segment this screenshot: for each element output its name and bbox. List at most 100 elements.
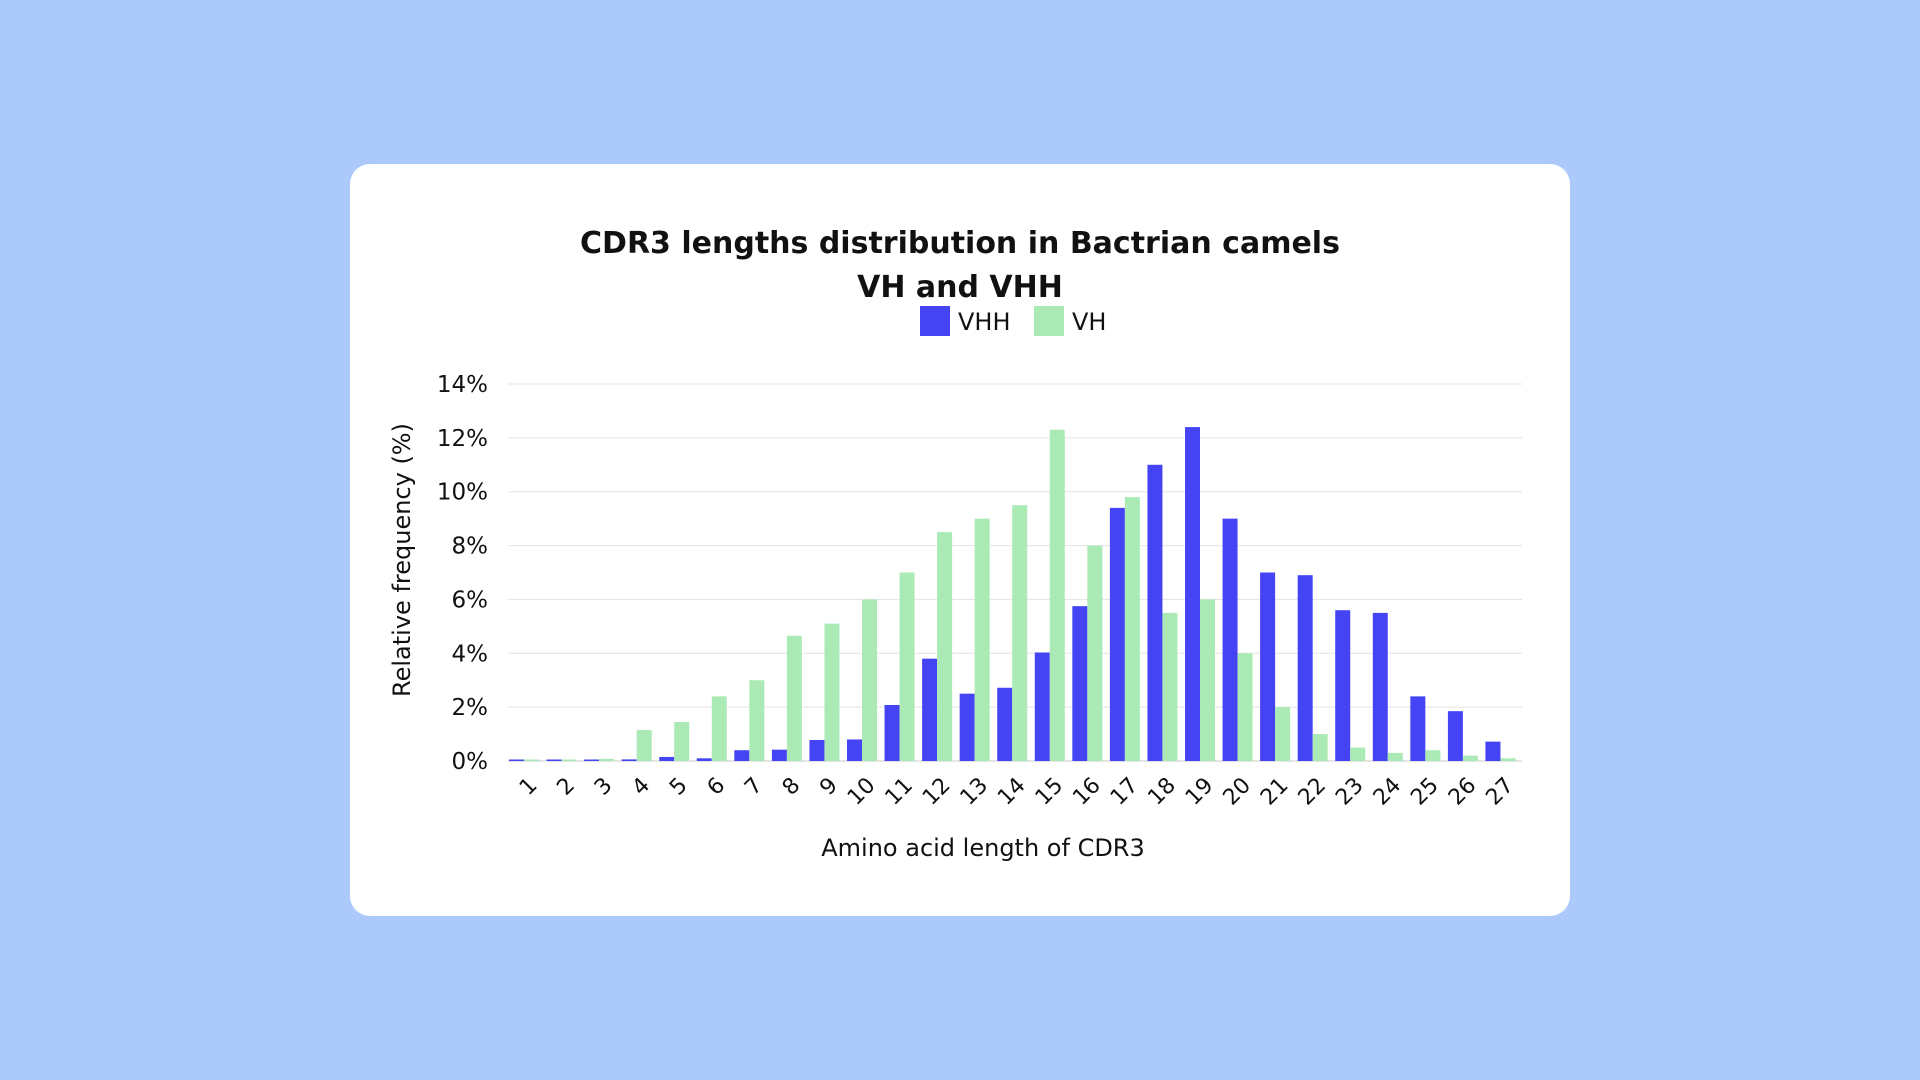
bar-vh-9 xyxy=(824,623,840,761)
x-tick-label: 19 xyxy=(1181,773,1218,810)
bar-vhh-19 xyxy=(1185,427,1200,761)
bar-vh-12 xyxy=(937,532,953,761)
bar-vh-7 xyxy=(749,680,765,761)
x-tick-label: 16 xyxy=(1068,773,1105,810)
bar-chart: 0%2%4%6%8%10%12%14% 1 2 3 4 5 6 7 8 9 10 11 12 13 14 1… xyxy=(388,306,1522,862)
bar-vh-8 xyxy=(786,635,802,761)
legend-swatch-vhh xyxy=(920,306,950,336)
bar-vhh-21 xyxy=(1260,572,1276,761)
bar-vhh-23 xyxy=(1335,610,1351,761)
y-tick-label: 6% xyxy=(452,587,489,613)
x-tick-label: 23 xyxy=(1331,773,1368,810)
y-tick-label: 14% xyxy=(437,372,488,398)
x-tick-label: 3 xyxy=(590,773,618,801)
x-tick-label: 12 xyxy=(918,773,955,810)
bar-vh-5 xyxy=(674,721,690,761)
x-tick-label: 4 xyxy=(628,773,656,801)
bar-vhh-24 xyxy=(1372,612,1388,761)
x-tick-label: 22 xyxy=(1294,773,1331,810)
x-tick-label: 13 xyxy=(956,773,993,810)
x-tick-label: 6 xyxy=(703,773,731,801)
x-axis-ticks: 1 2 3 4 5 6 7 8 9 10 11 12 13 14 15 16 17 18 19 20 21 22 23 24 2… xyxy=(515,773,1519,810)
bar-vhh-2 xyxy=(546,759,562,761)
x-tick-label: 10 xyxy=(843,773,880,810)
bar-vh-11 xyxy=(899,572,915,761)
bar-vh-1 xyxy=(524,759,539,761)
bar-vhh-18 xyxy=(1147,464,1163,761)
bar-vhh-4 xyxy=(621,759,637,761)
legend-label-vhh: VHH xyxy=(958,308,1011,336)
bar-vhh-6 xyxy=(696,758,712,761)
legend-swatch-vh xyxy=(1034,306,1064,336)
chart-title: CDR3 lengths distribution in Bactrian ca… xyxy=(580,226,1340,261)
bar-vhh-1 xyxy=(509,759,524,761)
bar-vh-3 xyxy=(599,758,615,761)
x-tick-label: 18 xyxy=(1143,773,1180,810)
x-tick-label: 15 xyxy=(1031,773,1068,810)
bar-vh-14 xyxy=(1012,505,1028,761)
bar-vhh-15 xyxy=(1034,652,1050,761)
y-axis-label: Relative frequency (%) xyxy=(388,423,416,697)
x-tick-label: 17 xyxy=(1106,773,1143,810)
y-tick-label: 2% xyxy=(452,695,489,721)
y-axis-ticks: 0% 2% 4% 6% 8% 10% 12% 14% xyxy=(437,372,488,775)
y-tick-label: 0% xyxy=(452,749,489,775)
bar-vh-13 xyxy=(974,518,990,761)
x-tick-label: 8 xyxy=(778,773,806,801)
x-tick-label: 5 xyxy=(665,773,693,801)
bar-vh-21 xyxy=(1275,707,1291,761)
x-tick-label: 20 xyxy=(1219,773,1256,810)
bar-vhh-16 xyxy=(1072,606,1088,761)
x-tick-label: 21 xyxy=(1256,773,1293,810)
chart-subtitle: VH and VHH xyxy=(857,270,1063,305)
bar-vh-2 xyxy=(561,759,577,761)
bar-vh-26 xyxy=(1462,755,1478,761)
x-tick-label: 1 xyxy=(515,773,543,801)
x-axis-label: Amino acid length of CDR3 xyxy=(821,834,1145,862)
bar-vhh-17 xyxy=(1109,507,1125,761)
bar-vhh-10 xyxy=(847,739,862,761)
bar-vh-10 xyxy=(862,599,877,761)
bars xyxy=(509,427,1516,761)
x-tick-label: 26 xyxy=(1444,773,1481,810)
bar-vh-15 xyxy=(1049,429,1065,761)
x-tick-label: 24 xyxy=(1369,773,1406,810)
bar-vhh-3 xyxy=(584,759,600,761)
x-tick-label: 25 xyxy=(1406,773,1443,810)
bar-vhh-20 xyxy=(1222,518,1238,761)
bar-vh-24 xyxy=(1387,752,1403,761)
bar-vhh-5 xyxy=(659,756,675,761)
bar-vh-16 xyxy=(1087,545,1103,761)
bar-vh-27 xyxy=(1500,758,1516,761)
bar-vhh-8 xyxy=(771,749,787,761)
bar-vhh-14 xyxy=(997,687,1013,761)
bar-vhh-7 xyxy=(734,750,750,761)
chart-card: CDR3 lengths distribution in Bactrian ca… xyxy=(350,164,1570,916)
x-tick-label: 2 xyxy=(552,773,580,801)
bar-vhh-9 xyxy=(809,739,825,761)
y-tick-label: 12% xyxy=(437,426,488,452)
bar-vh-19 xyxy=(1200,599,1215,761)
bar-vhh-22 xyxy=(1297,575,1313,761)
bar-vh-6 xyxy=(711,696,727,761)
x-tick-label: 27 xyxy=(1481,773,1518,810)
x-tick-label: 11 xyxy=(881,773,918,810)
legend: VHH VH xyxy=(920,306,1106,336)
bar-vh-18 xyxy=(1162,612,1178,761)
bar-vh-4 xyxy=(636,730,652,761)
x-tick-label: 14 xyxy=(993,773,1030,810)
y-tick-label: 4% xyxy=(452,641,489,667)
bar-vh-25 xyxy=(1425,750,1441,761)
bar-vhh-11 xyxy=(884,704,900,761)
bar-vhh-12 xyxy=(922,658,938,761)
bar-vh-17 xyxy=(1124,497,1140,761)
bar-vhh-13 xyxy=(959,693,975,761)
y-tick-label: 8% xyxy=(452,534,489,560)
bar-vh-23 xyxy=(1350,747,1366,761)
x-tick-label: 7 xyxy=(740,773,768,801)
bar-vh-20 xyxy=(1237,653,1253,761)
bar-vhh-25 xyxy=(1410,696,1426,761)
x-tick-label: 9 xyxy=(815,773,843,801)
y-tick-label: 10% xyxy=(437,480,488,506)
bar-vh-22 xyxy=(1312,734,1328,761)
